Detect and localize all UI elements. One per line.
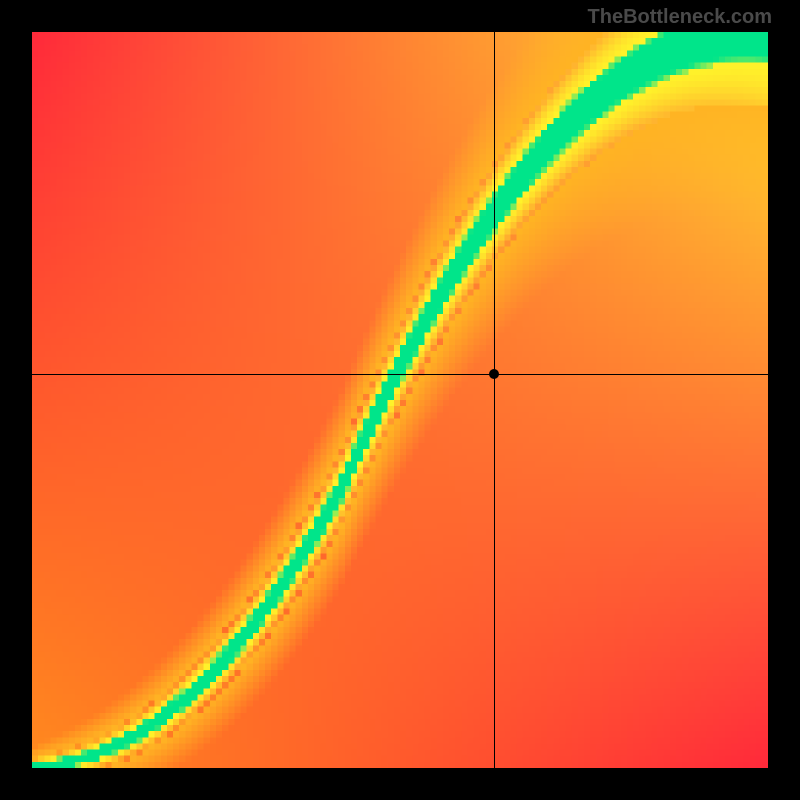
crosshair-horizontal — [32, 374, 768, 375]
data-point-marker — [489, 369, 499, 379]
heatmap-canvas — [32, 32, 768, 768]
watermark-text: TheBottleneck.com — [588, 6, 772, 29]
bottleneck-heatmap — [32, 32, 768, 768]
crosshair-vertical — [494, 32, 495, 768]
